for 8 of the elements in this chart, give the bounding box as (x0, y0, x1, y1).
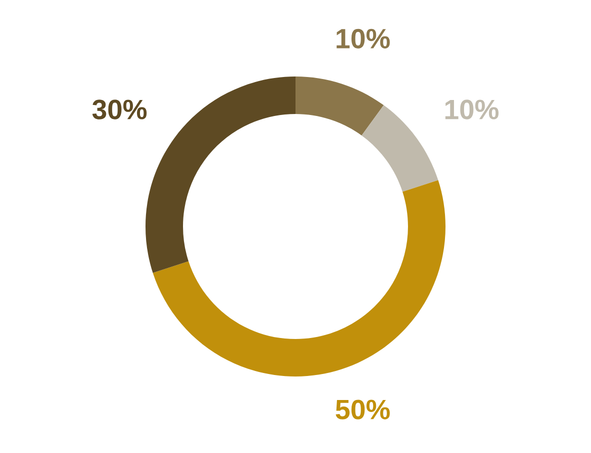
donut-slice (296, 76, 384, 136)
donut-slice (152, 180, 446, 376)
data-label: 10% (336, 28, 390, 48)
data-label: 30% (92, 100, 147, 120)
donut-slice (362, 105, 438, 192)
data-label: 10% (445, 100, 499, 120)
donut-slice (146, 76, 296, 273)
data-label: 50% (336, 400, 390, 420)
